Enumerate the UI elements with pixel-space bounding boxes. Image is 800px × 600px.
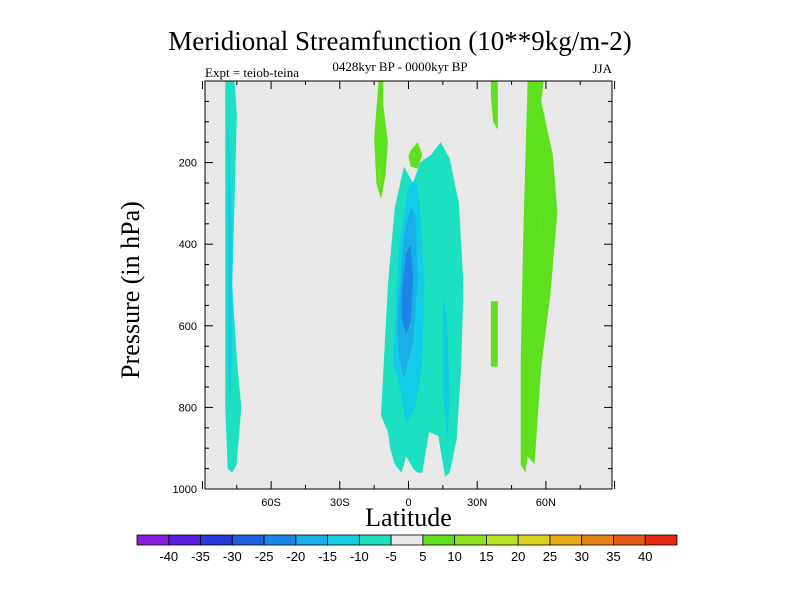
colorbar-label: -30: [223, 549, 242, 564]
colorbar: -40 -35 -30 -25 -20 -15 -10 -5 5 10 15 20 25 30 35 40: [136, 534, 678, 564]
contour-nh-midlat-positive-core: [539, 211, 542, 253]
colorbar-label: 20: [511, 549, 525, 564]
x-tick-label: 0: [405, 497, 411, 509]
colorbar-swatch: [644, 534, 678, 546]
colorbar-label: 40: [638, 549, 652, 564]
x-tick-label: 60N: [536, 497, 556, 509]
y-tick-label: 400: [179, 239, 197, 251]
colorbar-label: 15: [479, 549, 493, 564]
colorbar-label: 10: [447, 549, 461, 564]
colorbar-swatch: [136, 534, 170, 546]
contour-nh-positive-strip: [490, 81, 498, 130]
colorbar-swatch: [231, 534, 265, 546]
y-tick-label: 200: [179, 158, 197, 170]
colorbar-label: -40: [159, 549, 178, 564]
colorbar-swatch: [581, 534, 614, 546]
contour-equatorial-positive-cap: [408, 142, 423, 169]
contour-layer: [225, 81, 558, 477]
colorbar-label: 5: [419, 549, 426, 564]
contour-nh-positive-stub: [490, 301, 498, 367]
x-tick-label: 30N: [467, 497, 487, 509]
contour-sh-high-lat-core: [227, 105, 233, 416]
colorbar-label: 30: [574, 549, 588, 564]
x-axis-label: Latitude: [365, 503, 452, 532]
chart-title: Meridional Streamfunction (10**9kg/m-2): [168, 26, 632, 56]
x-tick-label: 30S: [330, 497, 350, 509]
experiment-label: Expt = teiob-teina: [205, 65, 299, 80]
colorbar-swatch: [517, 534, 551, 546]
contour-nh-midlat-positive: [520, 81, 558, 473]
y-tick-label: 600: [179, 321, 197, 333]
colorbar-label: -5: [385, 549, 397, 564]
contour-nh-subtropical-core: [442, 293, 450, 440]
contour-sh-subtropical-positive: [374, 81, 388, 200]
axis-ticks: 60S 30S 0 30N 60N 200 400 600 800 1000: [173, 81, 616, 509]
chart-subtitle: 0428kyr BP - 0000kyr BP: [332, 59, 468, 74]
colorbar-swatch: [263, 534, 297, 546]
colorbar-swatch: [168, 534, 201, 546]
colorbar-label: -15: [318, 549, 337, 564]
x-tick-label: 60S: [261, 497, 281, 509]
colorbar-swatch: [486, 534, 519, 546]
colorbar-label: -35: [191, 549, 210, 564]
contour-equatorial-center: [401, 244, 414, 334]
colorbar-swatch: [295, 534, 328, 546]
colorbar-swatch: [422, 534, 456, 546]
colorbar-swatch: [390, 534, 424, 546]
y-tick-label: 800: [179, 402, 197, 414]
season-label: JJA: [592, 61, 612, 76]
colorbar-swatch: [327, 534, 360, 546]
contour-sh-positive-blob: [378, 162, 381, 188]
colorbar-swatch: [613, 534, 646, 546]
colorbar-label: -20: [286, 549, 305, 564]
colorbar-label: -25: [255, 549, 274, 564]
y-tick-label: 1000: [173, 484, 197, 496]
colorbar-swatch: [454, 534, 487, 546]
colorbar-swatch: [358, 534, 392, 546]
colorbar-label: 25: [543, 549, 557, 564]
colorbar-swatch: [549, 534, 583, 546]
colorbar-label: -10: [350, 549, 369, 564]
colorbar-label: 35: [606, 549, 620, 564]
colorbar-swatch: [200, 534, 233, 546]
contour-equator-positive-blob: [413, 152, 416, 157]
